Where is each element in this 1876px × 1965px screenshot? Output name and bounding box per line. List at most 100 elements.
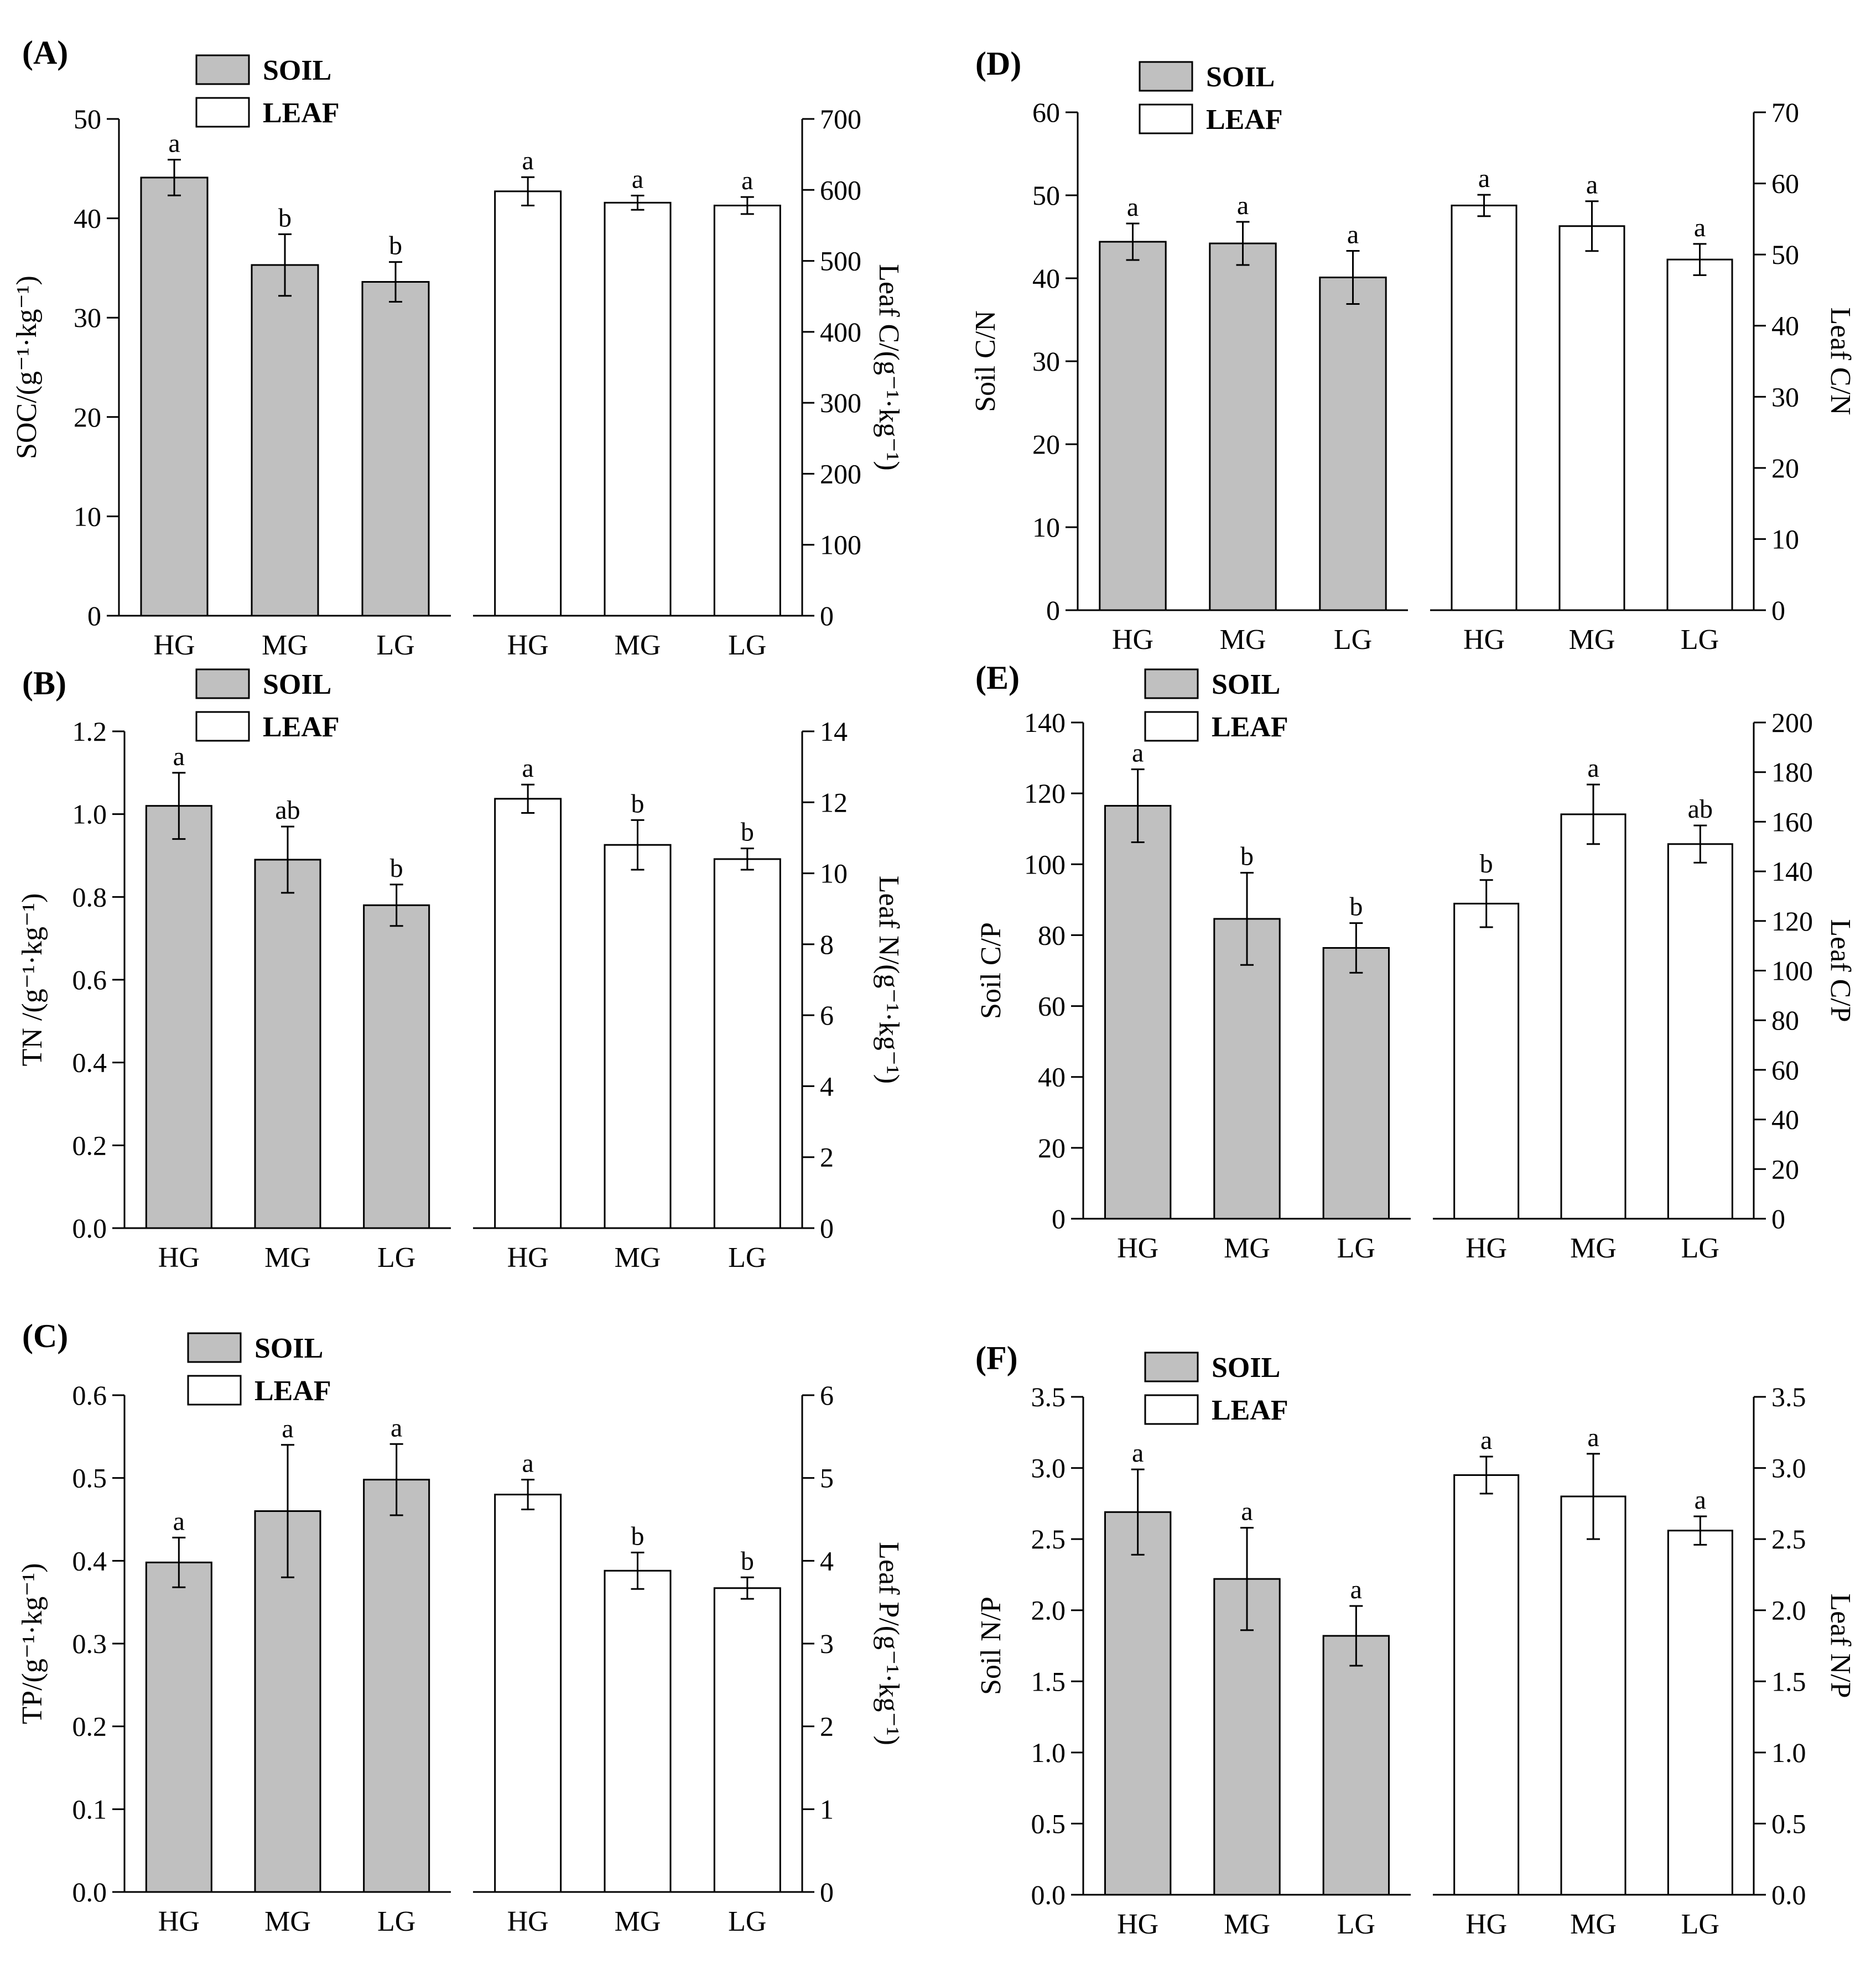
legend: SOIL LEAF: [1144, 1351, 1288, 1426]
legend: SOIL LEAF: [187, 1332, 331, 1407]
y-tick-label-left: 20: [74, 402, 101, 433]
x-category-label: LG: [377, 1242, 415, 1273]
legend-swatch-leaf: [1139, 103, 1193, 134]
legend-swatch-leaf: [1144, 711, 1199, 742]
significance-letter: a: [522, 753, 534, 783]
y-tick-label-left: 50: [1032, 180, 1060, 211]
y-tick-label-right: 3.0: [1771, 1453, 1806, 1484]
bar-leaf-lg: [1667, 843, 1733, 1220]
x-category-label: LG: [376, 630, 414, 661]
y-tick-label-left: 0.2: [72, 1130, 107, 1161]
legend-swatch-soil: [195, 668, 250, 699]
legend: SOIL LEAF: [1139, 61, 1283, 136]
y-tick-label-left: 1.2: [72, 716, 107, 747]
significance-letter: b: [278, 203, 292, 232]
legend-label-leaf: LEAF: [263, 711, 340, 743]
significance-letter: ab: [1688, 794, 1713, 824]
y-tick-label-right: 0: [1771, 1203, 1785, 1234]
significance-letter: b: [1240, 842, 1254, 871]
y-axis-title-left: Soil C/N: [970, 310, 1001, 412]
significance-letter: a: [282, 1414, 293, 1443]
y-tick-label-right: 400: [820, 316, 861, 347]
x-category-label: HG: [507, 630, 549, 661]
y-tick-label-right: 60: [1771, 168, 1799, 199]
x-category-label: MG: [1570, 1233, 1617, 1264]
y-tick-label-right: 70: [1771, 97, 1799, 128]
bar-soil-hg: [140, 176, 209, 617]
y-tick-label-left: 1.0: [1031, 1737, 1066, 1768]
x-category-label: LG: [1337, 1233, 1375, 1264]
x-category-label: HG: [1463, 624, 1505, 656]
x-category-label: LG: [1337, 1909, 1375, 1940]
legend: SOIL LEAF: [195, 54, 340, 129]
y-tick-label-left: 0.4: [72, 1047, 107, 1078]
y-tick-label-right: 2.0: [1771, 1595, 1806, 1626]
y-tick-label-right: 100: [1771, 955, 1813, 986]
bar-leaf-mg: [1560, 1495, 1626, 1896]
y-tick-label-right: 8: [820, 929, 834, 960]
significance-letter: a: [1132, 739, 1144, 768]
significance-letter: a: [1478, 164, 1490, 193]
bar-leaf-hg: [1453, 902, 1520, 1220]
x-category-label: MG: [1570, 1909, 1617, 1940]
y-tick-label-right: 3: [820, 1628, 834, 1659]
significance-letter: a: [1237, 191, 1249, 220]
bar-soil-lg: [1322, 947, 1390, 1220]
y-tick-label-left: 10: [74, 501, 101, 532]
legend: SOIL LEAF: [1144, 668, 1288, 743]
bar-leaf-lg: [1667, 1530, 1733, 1896]
x-category-label: LG: [1334, 624, 1372, 656]
y-tick-label-right: 2: [820, 1142, 834, 1173]
y-tick-label-right: 700: [820, 103, 861, 134]
legend-swatch-leaf: [1144, 1394, 1199, 1425]
y-axis-title-left: Soil N/P: [975, 1597, 1007, 1695]
significance-letter: b: [389, 231, 402, 261]
y-tick-label-right: 140: [1771, 856, 1813, 887]
y-tick-label-left: 0.0: [72, 1876, 107, 1907]
y-tick-label-right: 80: [1771, 1005, 1799, 1036]
y-tick-label-left: 0.5: [1031, 1808, 1066, 1839]
y-axis-title-right: Leaf C/N: [1825, 308, 1856, 415]
panel-E: (E) SOIL LEAF 0 20 40 60 80 100 120 140 Soil C/P a HG…: [975, 659, 1856, 1264]
significance-letter: a: [1587, 1423, 1599, 1452]
x-category-label: HG: [158, 1242, 200, 1273]
legend-label-leaf: LEAF: [1206, 104, 1283, 136]
x-category-label: MG: [615, 1906, 661, 1937]
y-tick-label-left: 0.4: [72, 1545, 107, 1576]
y-tick-label-right: 60: [1771, 1054, 1799, 1085]
bar-soil-mg: [251, 264, 319, 617]
panel-D: (D) SOIL LEAF 0 10 20 30 40 50 60 Soil C/N a HG a MG a L…: [970, 45, 1856, 656]
bar-leaf-lg: [713, 205, 781, 617]
y-tick-label-left: 1.0: [72, 799, 107, 830]
y-tick-label-left: 2.5: [1031, 1524, 1066, 1555]
bar-soil-hg: [1099, 241, 1167, 611]
y-tick-label-left: 0: [87, 600, 101, 631]
x-category-label: MG: [264, 1242, 311, 1273]
bar-soil-hg: [145, 1561, 212, 1893]
bar-soil-mg: [254, 859, 321, 1229]
panel-label: (B): [22, 665, 66, 701]
y-tick-label-right: 100: [820, 529, 861, 560]
y-tick-label-right: 0: [820, 600, 834, 631]
y-tick-label-left: 0.6: [72, 1380, 107, 1411]
legend-label-soil: SOIL: [1212, 1352, 1280, 1384]
y-tick-label-left: 20: [1032, 429, 1060, 460]
x-category-label: MG: [615, 1242, 661, 1273]
bar-leaf-mg: [604, 844, 672, 1229]
y-tick-label-right: 10: [1771, 523, 1799, 554]
x-category-label: MG: [1220, 624, 1266, 656]
significance-letter: a: [1480, 1426, 1492, 1455]
legend-swatch-soil: [1144, 1351, 1199, 1382]
y-tick-label-left: 0.0: [1031, 1879, 1066, 1910]
y-tick-label-right: 6: [820, 1380, 834, 1411]
significance-letter: a: [741, 166, 753, 195]
y-tick-label-right: 180: [1771, 757, 1813, 788]
bar-leaf-hg: [1451, 204, 1518, 611]
x-category-label: HG: [158, 1906, 200, 1937]
legend-swatch-soil: [195, 54, 250, 85]
y-tick-label-left: 50: [74, 103, 101, 134]
bar-leaf-hg: [494, 190, 562, 617]
y-tick-label-left: 0.3: [72, 1628, 107, 1659]
bar-soil-mg: [1213, 1578, 1281, 1896]
significance-letter: a: [1127, 193, 1139, 222]
